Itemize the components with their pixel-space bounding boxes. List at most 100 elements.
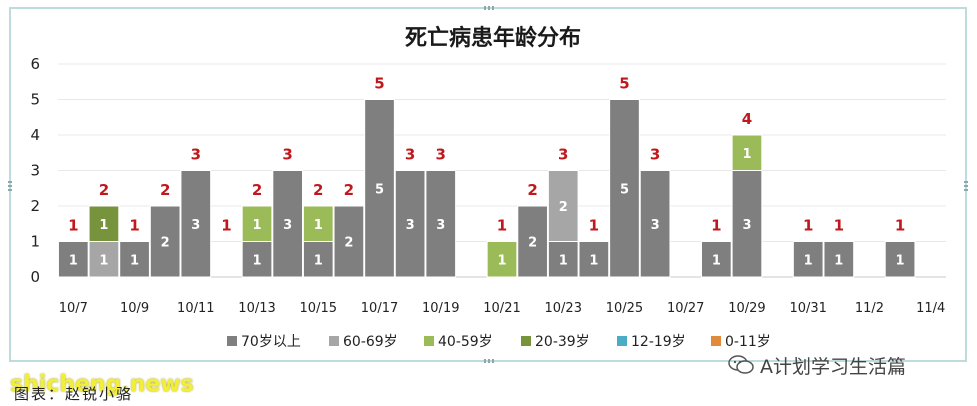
bar-segment — [731, 170, 763, 278]
legend-label: 12-19岁 — [631, 334, 686, 350]
legend-label: 70岁以上 — [241, 334, 301, 350]
bar-segment — [57, 241, 89, 278]
legend-label: 40-59岁 — [438, 334, 493, 350]
bar-total-label: 2 — [313, 181, 323, 199]
bar-segment — [241, 205, 273, 242]
bar-segment — [119, 241, 150, 278]
bar-segment-label: 2 — [559, 200, 568, 215]
bar-segment-label: 1 — [896, 253, 905, 268]
bar-segment-label: 1 — [99, 218, 108, 233]
bar-segment — [333, 205, 365, 278]
bar-segment-label: 1 — [314, 253, 323, 268]
x-tick-label: 10/17 — [361, 301, 398, 316]
bar-total-label: 1 — [711, 217, 721, 235]
x-tick-label: 10/27 — [667, 301, 704, 316]
bar-segment-label: 1 — [130, 253, 139, 268]
x-tick-label: 10/9 — [120, 301, 149, 316]
bar-segment-label: 1 — [99, 253, 108, 268]
bar-segment — [302, 205, 334, 242]
legend-swatch — [227, 336, 237, 346]
bar-total-label: 1 — [221, 217, 231, 235]
bar-segment-label: 1 — [834, 253, 843, 268]
bar-segment-label: 1 — [69, 253, 78, 268]
bar-segment — [425, 170, 457, 278]
y-tick-label: 2 — [30, 197, 40, 215]
bar-segment-label: 3 — [406, 218, 415, 233]
bar-segment-label: 3 — [436, 218, 445, 233]
resize-handle-bottom[interactable] — [484, 359, 496, 363]
watermark-text: shicheng.news — [10, 372, 194, 397]
bar-total-label: 1 — [895, 217, 905, 235]
bar-segment — [823, 241, 855, 278]
bar-total-label: 3 — [282, 146, 292, 164]
y-tick-label: 6 — [30, 55, 40, 73]
y-tick-label: 5 — [30, 91, 40, 109]
bar-segment — [241, 241, 273, 278]
bar-segment — [547, 170, 579, 242]
bar-segment-label: 3 — [191, 218, 200, 233]
bar-total-label: 3 — [436, 146, 446, 164]
bar-total-label: 3 — [191, 146, 201, 164]
bar-total-label: 5 — [619, 75, 629, 93]
y-tick-label: 1 — [30, 233, 40, 251]
x-tick-label: 10/31 — [789, 301, 826, 316]
wechat-icon — [728, 355, 754, 374]
bar-total-label: 2 — [527, 181, 537, 199]
bar-segment — [639, 170, 671, 278]
bar-segment — [364, 99, 395, 278]
bar-segment-label: 1 — [497, 253, 506, 268]
y-tick-label: 3 — [30, 162, 40, 180]
x-tick-label: 11/4 — [916, 301, 945, 316]
bar-segment — [792, 241, 824, 278]
bar-total-label: 2 — [99, 181, 109, 199]
bar-segment — [88, 205, 120, 242]
bar-total-label: 1 — [834, 217, 844, 235]
bar-segment — [517, 205, 548, 278]
bar-total-label: 1 — [803, 217, 813, 235]
bar-segment-label: 1 — [253, 253, 262, 268]
chart-frame — [8, 6, 968, 363]
bar-segment-label: 1 — [804, 253, 813, 268]
bar-total-label: 1 — [589, 217, 599, 235]
legend-swatch — [617, 336, 627, 346]
x-tick-label: 10/15 — [300, 301, 337, 316]
bar-total-label: 3 — [650, 146, 660, 164]
x-tick-label: 10/21 — [483, 301, 520, 316]
bar-total-label: 1 — [129, 217, 139, 235]
brand-badge: A计划学习生活篇 — [728, 350, 906, 380]
x-tick-label: 10/19 — [422, 301, 459, 316]
resize-handle-top[interactable] — [484, 6, 496, 10]
y-tick-label: 4 — [30, 126, 40, 144]
bar-segment-label: 1 — [742, 147, 751, 162]
bar-segment — [731, 134, 763, 171]
bar-segment — [609, 99, 640, 278]
bar-segment — [884, 241, 916, 278]
bar-segment-label: 2 — [344, 236, 353, 251]
brand-name: A计划学习生活篇 — [760, 355, 906, 378]
resize-handle-left[interactable] — [8, 179, 12, 191]
legend-swatch — [521, 336, 531, 346]
x-tick-label: 10/29 — [728, 301, 765, 316]
bar-segment-label: 1 — [712, 253, 721, 268]
bar-segment — [180, 170, 212, 278]
bar-segment — [578, 241, 610, 278]
bar-segment — [700, 241, 732, 278]
bar-segment — [149, 205, 181, 278]
x-tick-label: 10/7 — [59, 301, 88, 316]
bar-segment — [547, 241, 579, 278]
bar-segment — [394, 170, 426, 278]
x-tick-label: 11/2 — [855, 301, 884, 316]
legend-label: 20-39岁 — [535, 334, 590, 350]
bar-total-label: 2 — [252, 181, 262, 199]
bar-total-label: 2 — [160, 181, 170, 199]
legend-swatch — [424, 336, 434, 346]
bar-segment-label: 5 — [375, 182, 384, 197]
bar-segment-label: 3 — [283, 218, 292, 233]
resize-handle-right[interactable] — [964, 179, 968, 191]
bar-total-label: 3 — [405, 146, 415, 164]
bar-total-label: 2 — [344, 181, 354, 199]
legend-swatch — [711, 336, 721, 346]
chart-title: 死亡病患年龄分布 — [405, 25, 581, 51]
bar-total-label: 3 — [558, 146, 568, 164]
bar-segment-label: 3 — [742, 218, 751, 233]
